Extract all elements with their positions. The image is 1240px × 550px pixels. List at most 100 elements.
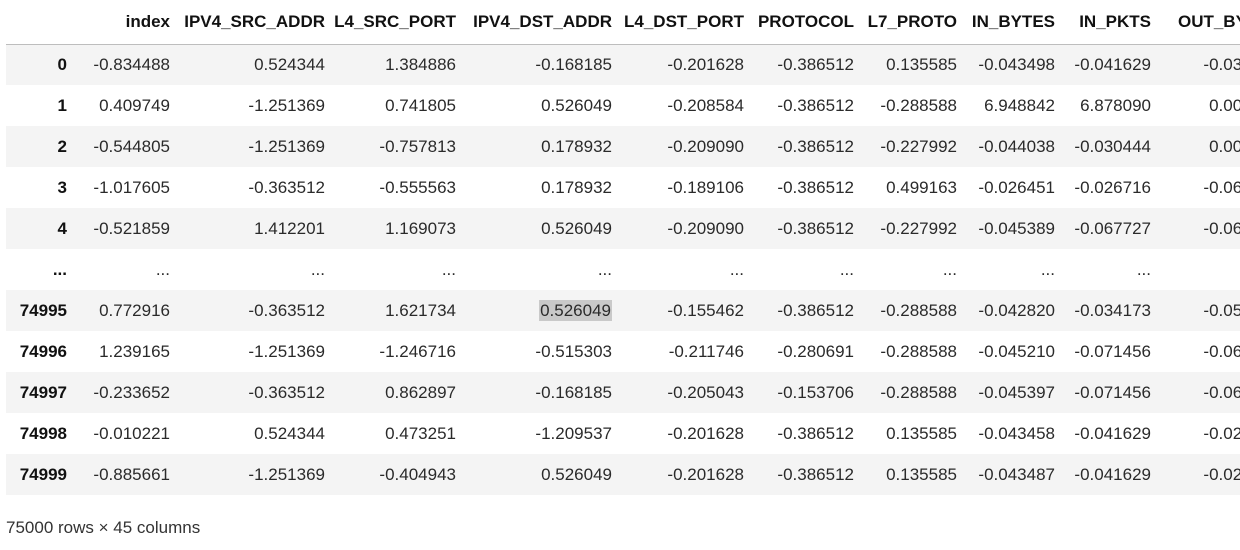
table-cell[interactable]: 0.178932 bbox=[462, 167, 618, 208]
table-cell[interactable]: 0.526049 bbox=[462, 290, 618, 331]
table-cell[interactable]: -0.280691 bbox=[750, 331, 860, 372]
table-cell[interactable]: -0.515303 bbox=[462, 331, 618, 372]
table-cell[interactable]: 0.005190 bbox=[1157, 85, 1240, 126]
table-cell[interactable]: 0.178932 bbox=[462, 126, 618, 167]
table-cell[interactable]: -0.363512 bbox=[176, 167, 331, 208]
table-cell[interactable]: -0.010221 bbox=[73, 413, 176, 454]
table-cell[interactable]: -0.045389 bbox=[963, 208, 1061, 249]
table-cell[interactable]: -0.288588 bbox=[860, 290, 963, 331]
table-cell[interactable]: -0.041629 bbox=[1061, 44, 1157, 85]
table-cell[interactable]: 6.948842 bbox=[963, 85, 1061, 126]
table-cell[interactable]: 0.135585 bbox=[860, 44, 963, 85]
table-cell[interactable]: -0.288588 bbox=[860, 372, 963, 413]
table-cell[interactable]: -0.386512 bbox=[750, 208, 860, 249]
table-cell[interactable]: -1.251369 bbox=[176, 126, 331, 167]
table-cell[interactable]: -0.544805 bbox=[73, 126, 176, 167]
table-cell[interactable]: -0.189106 bbox=[618, 167, 750, 208]
table-cell[interactable]: -0.039740 bbox=[1157, 44, 1240, 85]
table-cell[interactable]: ... bbox=[176, 249, 331, 290]
table-cell[interactable]: 0.862897 bbox=[331, 372, 462, 413]
table-cell[interactable]: -1.251369 bbox=[176, 454, 331, 495]
table-cell[interactable]: -0.211746 bbox=[618, 331, 750, 372]
table-cell[interactable]: 0.772916 bbox=[73, 290, 176, 331]
table-cell[interactable]: -0.067727 bbox=[1061, 208, 1157, 249]
table-cell[interactable]: 1.621734 bbox=[331, 290, 462, 331]
table-cell[interactable]: -0.386512 bbox=[750, 413, 860, 454]
table-cell[interactable]: 0.526049 bbox=[462, 454, 618, 495]
table-cell[interactable]: -1.246716 bbox=[331, 331, 462, 372]
table-cell[interactable]: ... bbox=[618, 249, 750, 290]
table-cell[interactable]: -0.233652 bbox=[73, 372, 176, 413]
table-cell[interactable]: -0.168185 bbox=[462, 44, 618, 85]
table-cell[interactable]: -0.885661 bbox=[73, 454, 176, 495]
table-cell[interactable]: -0.061600 bbox=[1157, 372, 1240, 413]
table-cell[interactable]: 0.473251 bbox=[331, 413, 462, 454]
table-cell[interactable]: 0.499163 bbox=[860, 167, 963, 208]
table-cell[interactable]: -0.288588 bbox=[860, 85, 963, 126]
table-cell[interactable]: -0.060200 bbox=[1157, 208, 1240, 249]
table-cell[interactable]: 0.135585 bbox=[860, 454, 963, 495]
table-cell[interactable]: -0.024900 bbox=[1157, 454, 1240, 495]
table-cell[interactable]: -0.227992 bbox=[860, 126, 963, 167]
table-cell[interactable]: -0.030444 bbox=[1061, 126, 1157, 167]
table-cell[interactable]: -0.060300 bbox=[1157, 167, 1240, 208]
table-cell[interactable]: -0.386512 bbox=[750, 44, 860, 85]
table-cell[interactable]: -1.251369 bbox=[176, 85, 331, 126]
table-cell[interactable]: 1.169073 bbox=[331, 208, 462, 249]
table-cell[interactable]: 6.878090 bbox=[1061, 85, 1157, 126]
table-cell[interactable]: ... bbox=[331, 249, 462, 290]
table-cell[interactable]: -0.363512 bbox=[176, 372, 331, 413]
table-cell[interactable]: -0.227992 bbox=[860, 208, 963, 249]
table-cell[interactable]: -0.201628 bbox=[618, 454, 750, 495]
table-cell[interactable]: 0.524344 bbox=[176, 413, 331, 454]
table-cell[interactable]: -1.209537 bbox=[462, 413, 618, 454]
table-cell[interactable]: -0.386512 bbox=[750, 290, 860, 331]
table-cell[interactable]: -0.043487 bbox=[963, 454, 1061, 495]
table-cell[interactable]: ... bbox=[860, 249, 963, 290]
table-cell[interactable]: 1.412201 bbox=[176, 208, 331, 249]
table-cell[interactable]: -0.386512 bbox=[750, 454, 860, 495]
table-cell[interactable]: -0.386512 bbox=[750, 85, 860, 126]
table-cell[interactable]: -0.020800 bbox=[1157, 413, 1240, 454]
table-cell[interactable]: -0.288588 bbox=[860, 331, 963, 372]
table-cell[interactable]: ... bbox=[73, 249, 176, 290]
table-cell[interactable]: -0.042820 bbox=[963, 290, 1061, 331]
table-cell[interactable]: ... bbox=[1157, 249, 1240, 290]
table-cell[interactable]: -0.153706 bbox=[750, 372, 860, 413]
table-cell[interactable]: -0.045210 bbox=[963, 331, 1061, 372]
table-cell[interactable]: 0.409749 bbox=[73, 85, 176, 126]
table-cell[interactable]: -0.757813 bbox=[331, 126, 462, 167]
table-cell[interactable]: -0.045397 bbox=[963, 372, 1061, 413]
table-cell[interactable]: -0.061600 bbox=[1157, 331, 1240, 372]
table-cell[interactable]: -0.026716 bbox=[1061, 167, 1157, 208]
table-cell[interactable]: -0.205043 bbox=[618, 372, 750, 413]
table-cell[interactable]: -0.209090 bbox=[618, 208, 750, 249]
table-cell[interactable]: -0.386512 bbox=[750, 126, 860, 167]
table-cell[interactable]: 1.239165 bbox=[73, 331, 176, 372]
table-cell[interactable]: -0.521859 bbox=[73, 208, 176, 249]
table-cell[interactable]: -0.041629 bbox=[1061, 454, 1157, 495]
table-cell[interactable]: -0.386512 bbox=[750, 167, 860, 208]
table-cell[interactable]: -0.044038 bbox=[963, 126, 1061, 167]
table-cell[interactable]: -0.057900 bbox=[1157, 290, 1240, 331]
table-cell[interactable]: 0.741805 bbox=[331, 85, 462, 126]
table-cell[interactable]: 0.526049 bbox=[462, 85, 618, 126]
table-cell[interactable]: 1.384886 bbox=[331, 44, 462, 85]
table-cell[interactable]: -0.026451 bbox=[963, 167, 1061, 208]
table-cell[interactable]: -0.041629 bbox=[1061, 413, 1157, 454]
table-cell[interactable]: 0.524344 bbox=[176, 44, 331, 85]
table-cell[interactable]: ... bbox=[462, 249, 618, 290]
table-cell[interactable]: -1.251369 bbox=[176, 331, 331, 372]
table-cell[interactable]: -0.034173 bbox=[1061, 290, 1157, 331]
table-cell[interactable]: 0.008800 bbox=[1157, 126, 1240, 167]
table-cell[interactable]: -0.209090 bbox=[618, 126, 750, 167]
table-cell[interactable]: -0.834488 bbox=[73, 44, 176, 85]
table-cell[interactable]: 0.135585 bbox=[860, 413, 963, 454]
table-cell[interactable]: ... bbox=[1061, 249, 1157, 290]
table-cell[interactable]: -0.071456 bbox=[1061, 331, 1157, 372]
table-cell[interactable]: -0.555563 bbox=[331, 167, 462, 208]
table-cell[interactable]: -1.017605 bbox=[73, 167, 176, 208]
table-cell[interactable]: -0.404943 bbox=[331, 454, 462, 495]
table-cell[interactable]: ... bbox=[963, 249, 1061, 290]
table-cell[interactable]: 0.526049 bbox=[462, 208, 618, 249]
